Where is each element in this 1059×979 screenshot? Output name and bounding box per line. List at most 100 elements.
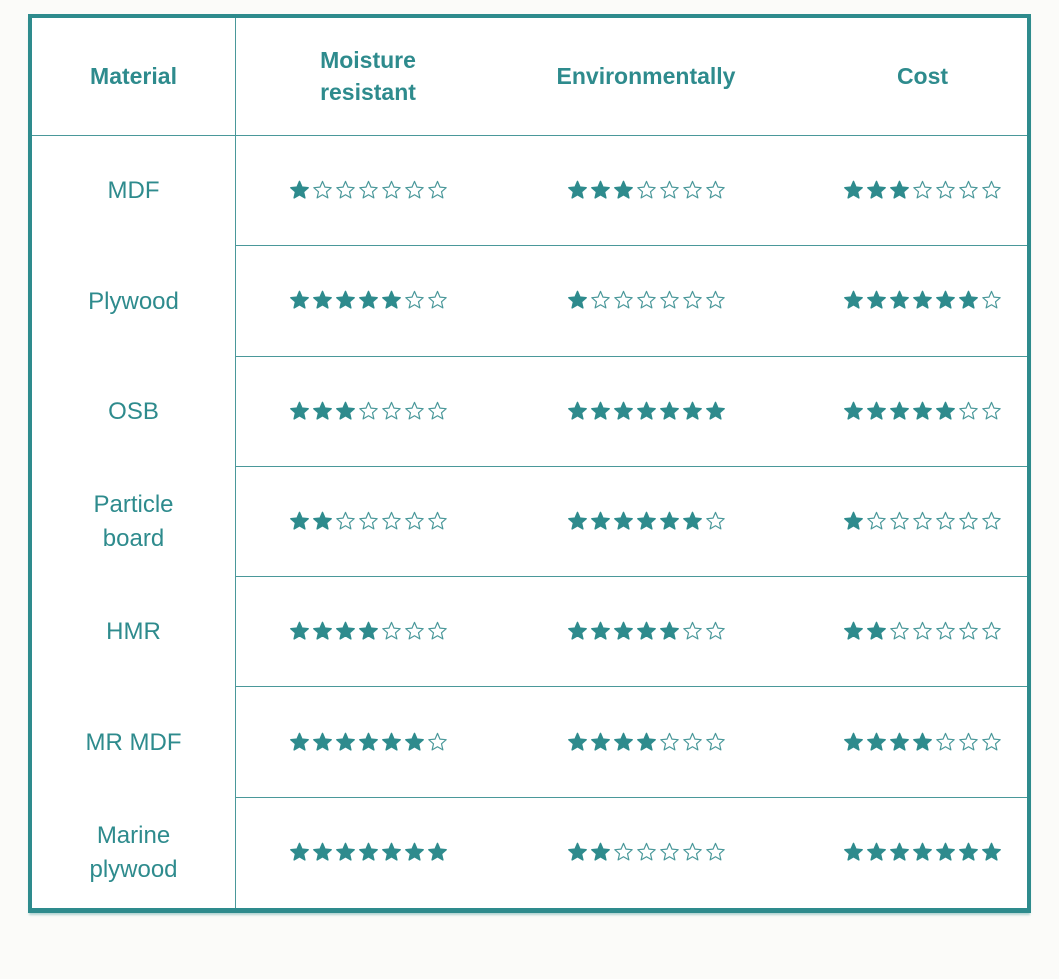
environmentally-rating-cell — [500, 577, 792, 688]
star-filled-icon — [335, 401, 355, 420]
moisture-resistant-rating-cell — [236, 577, 500, 688]
star-empty-icon — [913, 180, 932, 199]
moisture-resistant-star-rating — [289, 511, 448, 532]
star-filled-icon — [959, 291, 978, 310]
star-empty-icon — [705, 180, 725, 199]
star-filled-icon — [636, 732, 656, 751]
star-empty-icon — [427, 511, 447, 530]
column-header-moisture-resistant-label: Moisture resistant — [320, 47, 416, 105]
star-empty-icon — [982, 180, 1001, 199]
star-filled-icon — [913, 842, 932, 861]
star-filled-icon — [936, 401, 955, 420]
star-filled-icon — [590, 180, 610, 199]
star-filled-icon — [312, 842, 332, 861]
material-cell: OSB — [32, 356, 236, 467]
star-filled-icon — [936, 842, 955, 861]
star-filled-icon — [936, 291, 955, 310]
star-filled-icon — [567, 842, 587, 861]
star-filled-icon — [867, 291, 886, 310]
star-filled-icon — [590, 621, 610, 640]
star-empty-icon — [404, 511, 424, 530]
column-header-cost: Cost — [792, 18, 1027, 136]
star-filled-icon — [613, 732, 633, 751]
star-empty-icon — [936, 180, 955, 199]
star-empty-icon — [613, 291, 633, 309]
star-filled-icon — [289, 180, 309, 199]
star-filled-icon — [567, 180, 587, 199]
star-empty-icon — [682, 732, 702, 751]
star-filled-icon — [705, 401, 725, 420]
environmentally-rating-cell — [500, 136, 792, 247]
star-filled-icon — [404, 732, 424, 751]
star-empty-icon — [982, 622, 1001, 640]
star-empty-icon — [682, 843, 702, 861]
cost-star-rating — [843, 511, 1002, 532]
star-empty-icon — [936, 511, 955, 530]
environmentally-rating-cell — [500, 687, 792, 798]
star-filled-icon — [613, 180, 633, 199]
moisture-resistant-star-rating — [289, 732, 448, 753]
cost-rating-cell — [792, 687, 1027, 798]
star-filled-icon — [844, 401, 863, 420]
material-name: Plywood — [88, 287, 179, 315]
star-empty-icon — [381, 511, 401, 530]
star-empty-icon — [936, 622, 955, 640]
star-filled-icon — [312, 621, 332, 640]
environmentally-rating-cell — [500, 246, 792, 357]
cost-rating-cell — [792, 467, 1027, 578]
star-filled-icon — [867, 180, 886, 199]
star-empty-icon — [427, 401, 447, 420]
star-empty-icon — [404, 291, 424, 309]
star-empty-icon — [705, 291, 725, 309]
star-filled-icon — [381, 732, 401, 751]
cost-rating-cell — [792, 136, 1027, 247]
star-filled-icon — [312, 401, 332, 420]
star-empty-icon — [358, 511, 378, 530]
star-empty-icon — [613, 843, 633, 861]
environmentally-rating-cell — [500, 798, 792, 908]
star-filled-icon — [844, 180, 863, 199]
material-cell: Particle board — [32, 466, 236, 578]
environmentally-star-rating — [567, 290, 726, 311]
star-empty-icon — [659, 291, 679, 309]
environmentally-rating-cell — [500, 467, 792, 578]
moisture-resistant-rating-cell — [236, 357, 500, 467]
star-filled-icon — [982, 842, 1001, 861]
star-filled-icon — [613, 621, 633, 640]
star-filled-icon — [890, 842, 909, 861]
star-filled-icon — [590, 732, 610, 751]
star-filled-icon — [567, 401, 587, 420]
material-cell: MR MDF — [32, 687, 236, 798]
star-filled-icon — [358, 842, 378, 861]
star-filled-icon — [358, 621, 378, 640]
star-empty-icon — [636, 291, 656, 309]
material-name: MDF — [107, 177, 160, 205]
cost-star-rating — [843, 290, 1002, 311]
star-filled-icon — [913, 401, 932, 420]
star-empty-icon — [982, 291, 1001, 309]
material-cell: Plywood — [32, 246, 236, 357]
star-filled-icon — [867, 621, 886, 640]
star-empty-icon — [659, 843, 679, 861]
star-filled-icon — [335, 842, 355, 861]
star-filled-icon — [636, 401, 656, 420]
star-filled-icon — [381, 291, 401, 310]
star-empty-icon — [982, 401, 1001, 420]
star-filled-icon — [613, 401, 633, 420]
moisture-resistant-star-rating — [289, 180, 448, 201]
star-filled-icon — [844, 291, 863, 310]
star-empty-icon — [659, 180, 679, 199]
star-empty-icon — [959, 511, 978, 530]
star-filled-icon — [613, 511, 633, 530]
star-filled-icon — [659, 621, 679, 640]
star-empty-icon — [404, 622, 424, 640]
star-filled-icon — [913, 291, 932, 310]
star-filled-icon — [289, 842, 309, 861]
star-empty-icon — [427, 180, 447, 199]
star-empty-icon — [867, 511, 886, 530]
star-empty-icon — [705, 843, 725, 861]
star-empty-icon — [358, 401, 378, 420]
star-filled-icon — [289, 621, 309, 640]
material-name: Marine plywood — [89, 822, 178, 883]
star-filled-icon — [890, 291, 909, 310]
